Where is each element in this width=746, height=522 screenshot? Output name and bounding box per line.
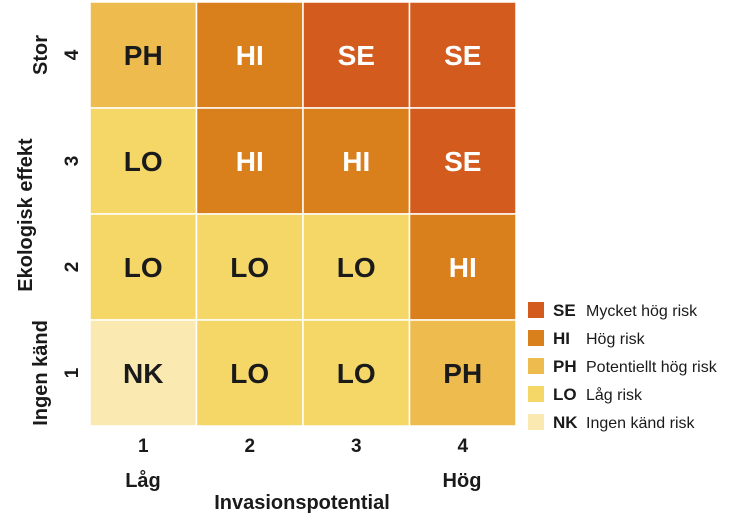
legend-swatch bbox=[528, 330, 544, 346]
matrix-cell-label: HI bbox=[342, 146, 370, 177]
legend-code: HI bbox=[553, 329, 570, 348]
matrix-cell-se bbox=[408, 1, 517, 109]
legend-code: PH bbox=[553, 357, 577, 376]
y-tick-label: 1 bbox=[62, 367, 83, 378]
legend-item-nk: NK Ingen känd risk bbox=[528, 413, 696, 432]
matrix-cell-label: HI bbox=[236, 40, 264, 71]
matrix-cell-lo bbox=[195, 319, 304, 427]
legend-item-hi: HI Hög risk bbox=[528, 329, 646, 348]
matrix-cell-label: LO bbox=[124, 252, 163, 283]
legend-item-lo: LO Låg risk bbox=[528, 385, 643, 404]
x-axis-title: Invasionspotential bbox=[214, 492, 390, 514]
matrix-cell-label: PH bbox=[124, 40, 163, 71]
legend-label: Låg risk bbox=[586, 386, 643, 404]
y-axis-ticks: 1 2 3 4 bbox=[62, 49, 83, 378]
matrix-cell-label: SE bbox=[444, 146, 481, 177]
matrix-cell-se bbox=[408, 107, 517, 215]
y-tick-label: 4 bbox=[62, 49, 83, 60]
matrix-cell-label: SE bbox=[338, 40, 375, 71]
y-tick-label: 2 bbox=[62, 262, 83, 273]
matrix-cells: PH HI SE SE LO HI HI SE LO LO LO HI NK LO LO PH bbox=[89, 1, 517, 427]
y-tick-label: 3 bbox=[62, 156, 83, 167]
legend-swatch bbox=[528, 414, 544, 430]
x-axis-ticks: 1 2 3 4 bbox=[138, 436, 469, 457]
matrix-cell-label: HI bbox=[449, 252, 477, 283]
matrix-cell-ph bbox=[408, 319, 517, 427]
x-tick-label: 2 bbox=[244, 436, 255, 457]
legend-label: Mycket hög risk bbox=[586, 303, 698, 320]
matrix-cell-label: LO bbox=[337, 252, 376, 283]
matrix-cell-hi bbox=[408, 213, 517, 321]
matrix-cell-hi bbox=[195, 107, 304, 215]
legend-item-se: SE Mycket hög risk bbox=[528, 301, 698, 320]
matrix-cell-label: HI bbox=[236, 146, 264, 177]
matrix-cell-label: PH bbox=[443, 358, 482, 389]
x-tick-label: 3 bbox=[351, 436, 362, 457]
legend-swatch bbox=[528, 386, 544, 402]
x-tick-label: 1 bbox=[138, 436, 149, 457]
matrix-cell-label: LO bbox=[230, 358, 269, 389]
legend-label: Hög risk bbox=[586, 331, 646, 348]
matrix-cell-lo bbox=[195, 213, 304, 321]
x-tick-label: 4 bbox=[457, 436, 468, 457]
matrix-cell-label: LO bbox=[337, 358, 376, 389]
legend-swatch bbox=[528, 358, 544, 374]
legend-label: Potentiellt hög risk bbox=[586, 359, 718, 376]
x-axis-high-label: Hög bbox=[443, 470, 482, 492]
matrix-cell-ph bbox=[89, 1, 198, 109]
y-axis-title: Ekologisk effekt bbox=[15, 138, 37, 292]
matrix-cell-se bbox=[302, 1, 411, 109]
legend-swatch bbox=[528, 302, 544, 318]
matrix-cell-hi bbox=[195, 1, 304, 109]
matrix-cell-label: LO bbox=[230, 252, 269, 283]
matrix-cell-nk bbox=[89, 319, 198, 427]
matrix-cell-label: SE bbox=[444, 40, 481, 71]
legend-code: LO bbox=[553, 385, 577, 404]
legend-label: Ingen känd risk bbox=[586, 415, 696, 432]
legend: SE Mycket hög risk HI Hög risk PH Potentiellt… bbox=[528, 301, 718, 432]
y-axis-low-label: Ingen känd bbox=[30, 320, 52, 426]
matrix-cell-label: NK bbox=[123, 358, 163, 389]
x-axis-low-label: Låg bbox=[125, 469, 161, 492]
y-axis-high-label: Stor bbox=[30, 35, 52, 75]
legend-code: NK bbox=[553, 413, 578, 432]
matrix-cell-label: LO bbox=[124, 146, 163, 177]
legend-item-ph: PH Potentiellt hög risk bbox=[528, 357, 718, 376]
legend-code: SE bbox=[553, 301, 576, 320]
